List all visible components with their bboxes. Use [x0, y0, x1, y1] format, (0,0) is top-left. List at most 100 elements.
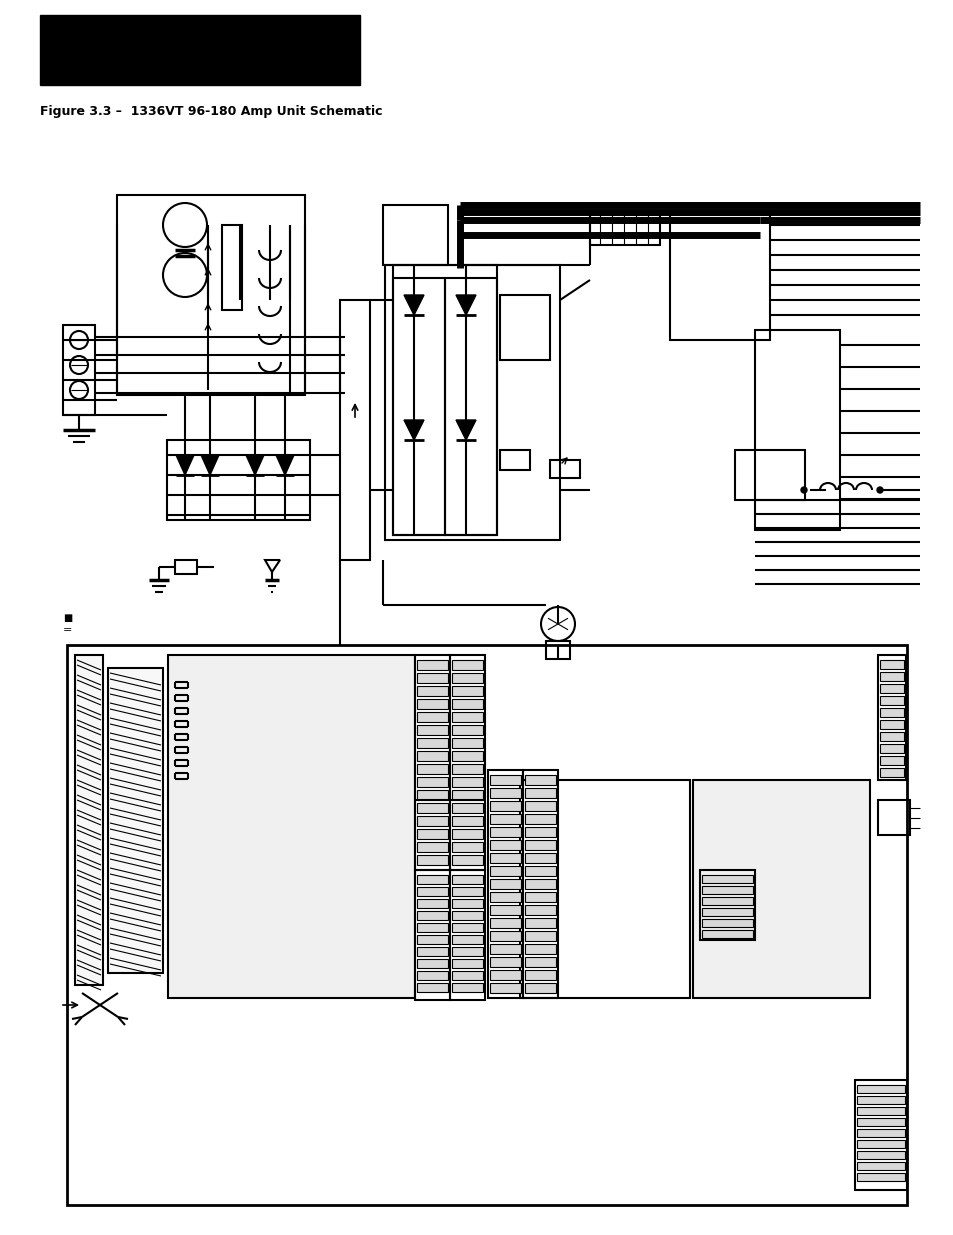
Bar: [701, 885, 752, 894]
Bar: [452, 673, 482, 683]
Bar: [734, 450, 804, 500]
Bar: [524, 802, 556, 811]
Bar: [879, 743, 903, 753]
Bar: [856, 1086, 904, 1093]
Polygon shape: [403, 295, 423, 315]
Bar: [490, 776, 520, 785]
Polygon shape: [403, 420, 423, 440]
Text: ■: ■: [63, 613, 72, 622]
Bar: [117, 195, 305, 395]
Bar: [452, 816, 482, 826]
Bar: [524, 776, 556, 785]
Bar: [522, 769, 558, 998]
Bar: [490, 853, 520, 863]
Bar: [700, 869, 754, 940]
Bar: [67, 645, 906, 1205]
Bar: [416, 899, 448, 908]
Bar: [490, 944, 520, 953]
Bar: [524, 983, 556, 993]
Bar: [879, 684, 903, 693]
Bar: [877, 800, 909, 835]
Bar: [524, 866, 556, 876]
Bar: [416, 947, 448, 956]
Bar: [452, 923, 482, 932]
Polygon shape: [456, 420, 476, 440]
Bar: [524, 931, 556, 941]
Bar: [856, 1140, 904, 1149]
Bar: [879, 768, 903, 777]
Bar: [879, 720, 903, 729]
Bar: [701, 919, 752, 927]
Bar: [452, 803, 482, 813]
Bar: [168, 655, 415, 998]
Polygon shape: [275, 454, 294, 475]
Bar: [524, 892, 556, 902]
Bar: [879, 708, 903, 718]
Bar: [416, 685, 448, 697]
Bar: [879, 659, 903, 669]
Bar: [856, 1095, 904, 1104]
Bar: [490, 866, 520, 876]
Bar: [416, 983, 448, 992]
Polygon shape: [175, 454, 193, 475]
Bar: [879, 672, 903, 680]
Bar: [416, 777, 448, 787]
Circle shape: [876, 487, 882, 493]
Bar: [524, 814, 556, 824]
Bar: [416, 923, 448, 932]
Bar: [452, 829, 482, 839]
Polygon shape: [201, 454, 219, 475]
Bar: [385, 266, 559, 540]
Bar: [416, 960, 448, 968]
Polygon shape: [456, 295, 476, 315]
Bar: [856, 1107, 904, 1115]
Bar: [452, 887, 482, 897]
Bar: [416, 739, 448, 748]
Bar: [452, 842, 482, 852]
Text: Figure 3.3 –  1336VT 96-180 Amp Unit Schematic: Figure 3.3 – 1336VT 96-180 Amp Unit Sche…: [40, 105, 382, 119]
Bar: [416, 764, 448, 774]
Bar: [856, 1129, 904, 1137]
Bar: [452, 739, 482, 748]
Bar: [524, 827, 556, 837]
Bar: [416, 935, 448, 944]
Bar: [452, 764, 482, 774]
Bar: [108, 668, 163, 973]
Bar: [444, 278, 497, 535]
Bar: [452, 899, 482, 908]
Bar: [452, 935, 482, 944]
Bar: [524, 905, 556, 915]
Bar: [416, 699, 448, 709]
Bar: [490, 802, 520, 811]
Bar: [452, 725, 482, 735]
Bar: [452, 685, 482, 697]
Bar: [490, 957, 520, 967]
Bar: [524, 840, 556, 850]
Bar: [416, 887, 448, 897]
Bar: [222, 225, 242, 310]
Bar: [856, 1151, 904, 1158]
Bar: [416, 751, 448, 761]
Bar: [382, 205, 448, 266]
Bar: [499, 295, 550, 359]
Bar: [452, 659, 482, 671]
Bar: [524, 969, 556, 981]
Bar: [490, 827, 520, 837]
Bar: [416, 659, 448, 671]
Polygon shape: [246, 454, 264, 475]
Bar: [452, 983, 482, 992]
Bar: [879, 697, 903, 705]
Bar: [490, 788, 520, 798]
Bar: [701, 930, 752, 939]
Circle shape: [801, 487, 806, 493]
Bar: [415, 869, 450, 1000]
Text: =: =: [63, 625, 72, 635]
Bar: [452, 713, 482, 722]
Bar: [490, 905, 520, 915]
Bar: [488, 769, 522, 998]
Bar: [174, 559, 196, 574]
Bar: [416, 725, 448, 735]
Bar: [452, 790, 482, 800]
Bar: [450, 655, 484, 869]
Bar: [879, 732, 903, 741]
